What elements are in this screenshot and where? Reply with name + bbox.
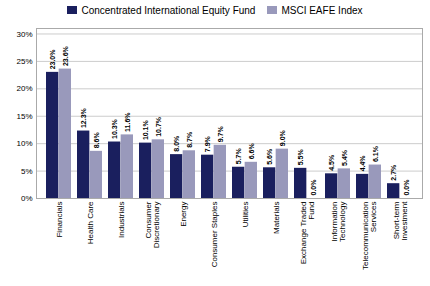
svg-text:11.6%: 11.6%	[124, 112, 131, 132]
svg-text:7.9%: 7.9%	[204, 135, 211, 152]
svg-text:Exchange TradedFund: Exchange TradedFund	[299, 202, 316, 265]
svg-text:10.7%: 10.7%	[155, 116, 162, 137]
svg-text:5.6%: 5.6%	[266, 148, 273, 165]
svg-text:12.3%: 12.3%	[80, 107, 87, 128]
svg-text:30%: 30%	[16, 30, 32, 39]
svg-text:TelecommunicationServices: TelecommunicationServices	[361, 202, 378, 270]
svg-text:Energy: Energy	[179, 202, 188, 227]
svg-text:8.7%: 8.7%	[186, 131, 193, 148]
svg-text:ConsumerDiscretionary: ConsumerDiscretionary	[144, 201, 161, 248]
svg-text:9.0%: 9.0%	[279, 129, 286, 146]
svg-text:Industrials: Industrials	[117, 202, 126, 238]
svg-text:Health Care: Health Care	[86, 201, 95, 244]
svg-text:0.0%: 0.0%	[310, 179, 317, 196]
svg-text:5.5%: 5.5%	[297, 149, 304, 166]
svg-text:25%: 25%	[16, 57, 32, 66]
svg-text:Consumer Staples: Consumer Staples	[210, 202, 219, 268]
svg-text:9.7%: 9.7%	[217, 126, 224, 143]
svg-text:0%: 0%	[21, 194, 33, 203]
svg-text:Materials: Materials	[272, 202, 281, 234]
svg-text:4.5%: 4.5%	[328, 154, 335, 171]
svg-text:0.0%: 0.0%	[403, 179, 410, 196]
svg-text:4.4%: 4.4%	[359, 155, 366, 172]
svg-text:10.3%: 10.3%	[111, 118, 118, 139]
svg-text:8.6%: 8.6%	[93, 132, 100, 149]
svg-text:8.0%: 8.0%	[173, 135, 180, 152]
svg-text:23.0%: 23.0%	[49, 49, 56, 70]
svg-text:Short-termInvestment: Short-termInvestment	[392, 201, 409, 241]
svg-text:10.1%: 10.1%	[142, 119, 149, 140]
svg-text:5.4%: 5.4%	[341, 149, 348, 166]
svg-text:10%: 10%	[16, 139, 32, 148]
svg-text:Utilities: Utilities	[241, 202, 250, 228]
svg-text:6.6%: 6.6%	[248, 143, 255, 160]
html-text:Concentrated International Equ: Concentrated International Equity Fund	[81, 4, 256, 16]
svg-text:6.1%: 6.1%	[372, 145, 379, 162]
svg-text:2.7%: 2.7%	[390, 164, 397, 181]
svg-text:5.7%: 5.7%	[235, 148, 242, 165]
svg-text:InformationTechnology: InformationTechnology	[330, 202, 347, 242]
svg-text:5%: 5%	[21, 167, 33, 176]
svg-text:20%: 20%	[16, 84, 32, 93]
svg-text:23.6%: 23.6%	[62, 45, 69, 66]
html-text:MSCI EAFE Index: MSCI EAFE Index	[281, 4, 363, 16]
svg-text:Financials: Financials	[55, 202, 64, 238]
svg-text:15%: 15%	[16, 112, 32, 121]
